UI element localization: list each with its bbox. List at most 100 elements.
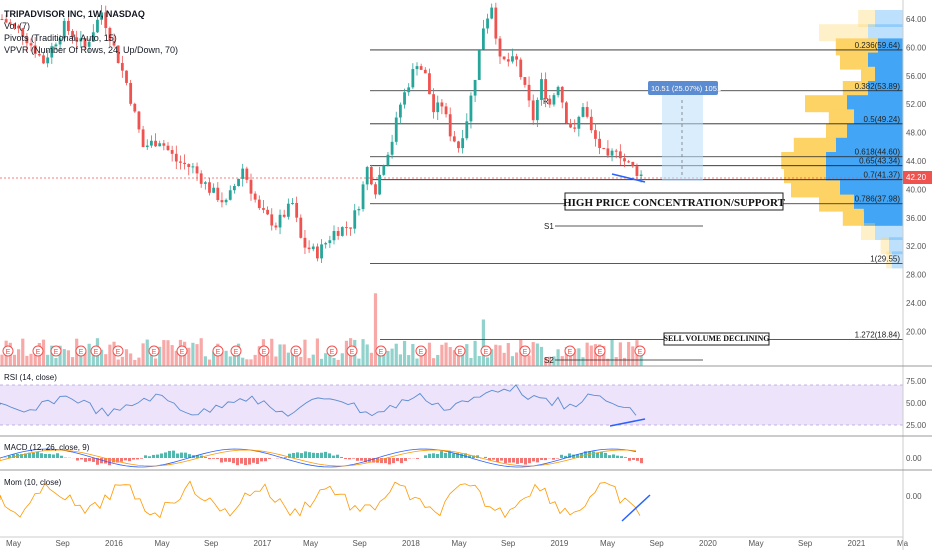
candle-body [631, 161, 635, 167]
volume-bar [502, 352, 506, 366]
indicator-panes: RSI (14, close) MACD (12, 26, close, 9) Mo… [0, 373, 903, 522]
earnings-marker [50, 345, 62, 357]
earnings-marker-label: E [330, 349, 335, 356]
vp-sell-bar [858, 10, 875, 27]
macd-hist-bar [236, 458, 239, 466]
earnings-marker [290, 345, 302, 357]
candle-body [316, 246, 319, 259]
candle-body [299, 217, 303, 238]
macd-hist-bar [140, 458, 143, 459]
macd-hist-bar [472, 455, 475, 458]
pivot-s1-label: S1 [544, 222, 554, 231]
volume-bar [245, 359, 249, 366]
macd-hist-bar [556, 458, 559, 459]
earnings-marker-label: E [484, 349, 489, 356]
volume-bar [70, 357, 75, 366]
volume-bar [378, 352, 382, 366]
candle-body [506, 59, 510, 62]
volume-bar [137, 357, 141, 366]
pivot-s2-label: S2 [544, 356, 554, 365]
rsi-tick: 75.00 [906, 377, 927, 386]
vp-sell-bar [828, 109, 854, 127]
current-price-tag [903, 171, 932, 184]
time-tick: May [6, 539, 21, 548]
earnings-marker-label: E [419, 349, 424, 356]
candle-body [75, 37, 79, 42]
macd-hist-bar [184, 452, 187, 458]
macd-hist-bar [388, 458, 391, 465]
volume-bar [187, 347, 191, 366]
candle-body [486, 18, 489, 29]
price-tick: 60.00 [906, 43, 927, 52]
candle-body [623, 158, 626, 162]
candle-body [457, 141, 460, 149]
price-tick: 52.00 [906, 100, 927, 109]
volume-bar [108, 344, 112, 366]
volume-bar [17, 349, 21, 366]
price-tick: 20.00 [906, 327, 927, 336]
indicator-pivots[interactable]: Pivots (Traditional, Auto, 15) [4, 33, 117, 43]
volume-bar [498, 345, 502, 366]
time-tick: 2019 [551, 539, 569, 548]
vp-buy-bar [891, 251, 903, 269]
volume-bar [212, 351, 216, 366]
candle-body [369, 167, 373, 185]
candle-body [278, 214, 282, 228]
vp-buy-bar [826, 166, 903, 184]
volume-bar [461, 354, 465, 366]
indicator-vol[interactable]: Vol (7) [4, 21, 31, 31]
macd-hist-bar [212, 458, 215, 459]
earnings-marker [148, 345, 160, 357]
volume-bar [58, 345, 62, 366]
candle-body [150, 140, 153, 146]
volume-bar [485, 357, 490, 366]
candles [0, 2, 643, 264]
candle-body [141, 129, 145, 148]
volume-bar [286, 352, 290, 366]
price-tick: 36.00 [906, 214, 927, 223]
candle-body [423, 69, 427, 74]
volume-bar [153, 358, 158, 366]
candle-body [490, 7, 494, 19]
volume-bar [506, 343, 510, 366]
vp-buy-bar [889, 237, 903, 255]
candle-body [179, 161, 182, 163]
mom-title: Mom (10, close) [4, 478, 62, 487]
earnings-marker [634, 345, 646, 357]
candle-body [307, 247, 311, 250]
volume-bar [33, 354, 37, 366]
candle-body [270, 214, 274, 226]
macd-hist-bar [268, 458, 271, 459]
candle-body [324, 243, 328, 245]
vp-buy-bar [847, 123, 903, 141]
macd-hist-bar [332, 455, 335, 458]
candle-body [540, 79, 543, 100]
volume-bar [452, 350, 456, 366]
candle-body [477, 49, 481, 80]
time-tick: Sep [204, 539, 219, 548]
candle-body [295, 202, 299, 218]
volume-bar [21, 338, 25, 366]
macd-hist-bar [120, 458, 123, 462]
candle-body [13, 23, 16, 26]
volume-bar [365, 344, 369, 366]
vp-sell-bar [826, 123, 847, 141]
candle-body [340, 227, 344, 236]
volume-bar [361, 339, 365, 366]
macd-hist-bar [308, 452, 311, 458]
volume-bar [278, 344, 282, 366]
candle-body [291, 202, 294, 204]
candle-body [120, 62, 124, 71]
macd-hist-bar [156, 454, 159, 458]
macd-hist-bar [220, 458, 223, 463]
indicator-vpvr[interactable]: VPVR (Number Of Rows, 24, Up/Down, 70) [4, 45, 179, 55]
candle-body [129, 82, 133, 104]
volume-bar [535, 343, 539, 366]
macd-hist-bar [36, 451, 39, 458]
candle-body [382, 165, 386, 175]
macd-hist-bar [160, 453, 163, 458]
earnings-marker [2, 345, 14, 357]
vp-sell-bar [791, 180, 840, 198]
